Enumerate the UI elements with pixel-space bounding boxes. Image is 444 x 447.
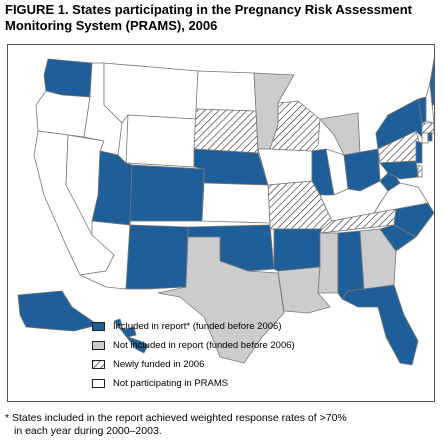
state-nc [393,202,434,238]
state-nj [415,140,423,164]
footnote-line1: * States included in the report achieved… [5,412,347,424]
state-ia [257,148,313,186]
state-me [429,58,434,106]
state-de [417,164,423,178]
state-ma [421,122,434,134]
state-nh [425,82,434,124]
footnote-line2: in each year during 2000–2003. [14,425,162,437]
legend: Included in report* (funded before 2006)… [92,321,392,398]
state-sd [193,108,259,154]
legend-swatch-newly-funded [92,360,105,369]
state-ks [201,182,271,224]
legend-label-not-included: Not included in report (funded before 20… [113,340,295,351]
legend-item-not-participating: Not participating in PRAMS [92,378,392,398]
state-ne [193,148,269,186]
legend-swatch-not-participating [92,379,105,388]
state-al [337,230,365,300]
legend-swatch-included [92,322,105,331]
state-ar [269,228,323,272]
map-frame [7,44,435,402]
state-ga [359,228,397,290]
state-fl [341,284,419,366]
state-hi [113,318,149,354]
legend-item-newly-funded: Newly funded in 2006 [92,359,392,379]
state-ri [427,132,433,142]
state-nm [125,224,189,290]
state-ms [317,232,339,294]
legend-label-not-participating: Not participating in PRAMS [113,378,229,389]
state-wa [43,58,93,98]
legend-label-newly-funded: Newly funded in 2006 [113,359,205,370]
figure-title-line2: Monitoring System (PRAMS), 2006 [5,18,218,33]
legend-item-not-included: Not included in report (funded before 20… [92,340,392,360]
state-ak [17,290,99,332]
legend-item-included: Included in report* (funded before 2006) [92,321,392,341]
state-co [129,164,205,222]
state-mt [103,62,199,124]
legend-label-included: Included in report* (funded before 2006) [113,321,282,332]
figure-title-line1: FIGURE 1. States participating in the Pr… [5,2,412,17]
us-map [17,58,434,366]
state-nd [195,70,257,112]
footnote: * States included in the report achieved… [5,412,441,438]
state-wv [379,172,401,192]
state-ct [421,132,429,144]
state-wy [125,114,197,168]
legend-swatch-not-included [92,341,105,350]
state-or [35,90,91,138]
state-tx [157,236,285,364]
state-md [379,160,419,180]
state-wi [269,100,321,152]
figure-title: FIGURE 1. States participating in the Pr… [5,2,441,34]
